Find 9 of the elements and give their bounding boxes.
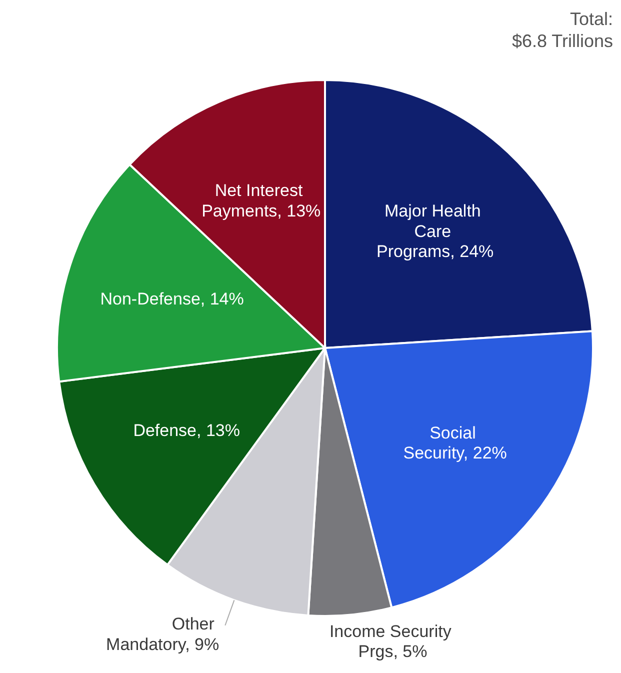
slice-label: Other Mandatory, 9% — [106, 614, 220, 654]
slice-label: Social Security, 22% — [403, 422, 507, 462]
slice-label: Net Interest Payments, 13% — [202, 180, 321, 220]
slice-label: Income Security Prgs, 5% — [329, 622, 456, 662]
slice-label: Major Health Care Programs, 24% — [376, 200, 494, 261]
slice-label: Defense, 13% — [133, 420, 240, 440]
text: $6.8 Trillions — [512, 30, 613, 52]
text: Total: — [568, 8, 613, 30]
slice-label: Non-Defense, 14% — [100, 288, 244, 308]
